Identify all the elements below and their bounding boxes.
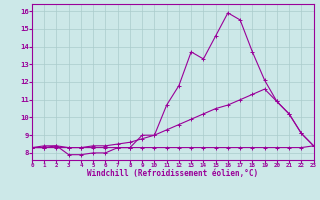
X-axis label: Windchill (Refroidissement éolien,°C): Windchill (Refroidissement éolien,°C) (87, 169, 258, 178)
